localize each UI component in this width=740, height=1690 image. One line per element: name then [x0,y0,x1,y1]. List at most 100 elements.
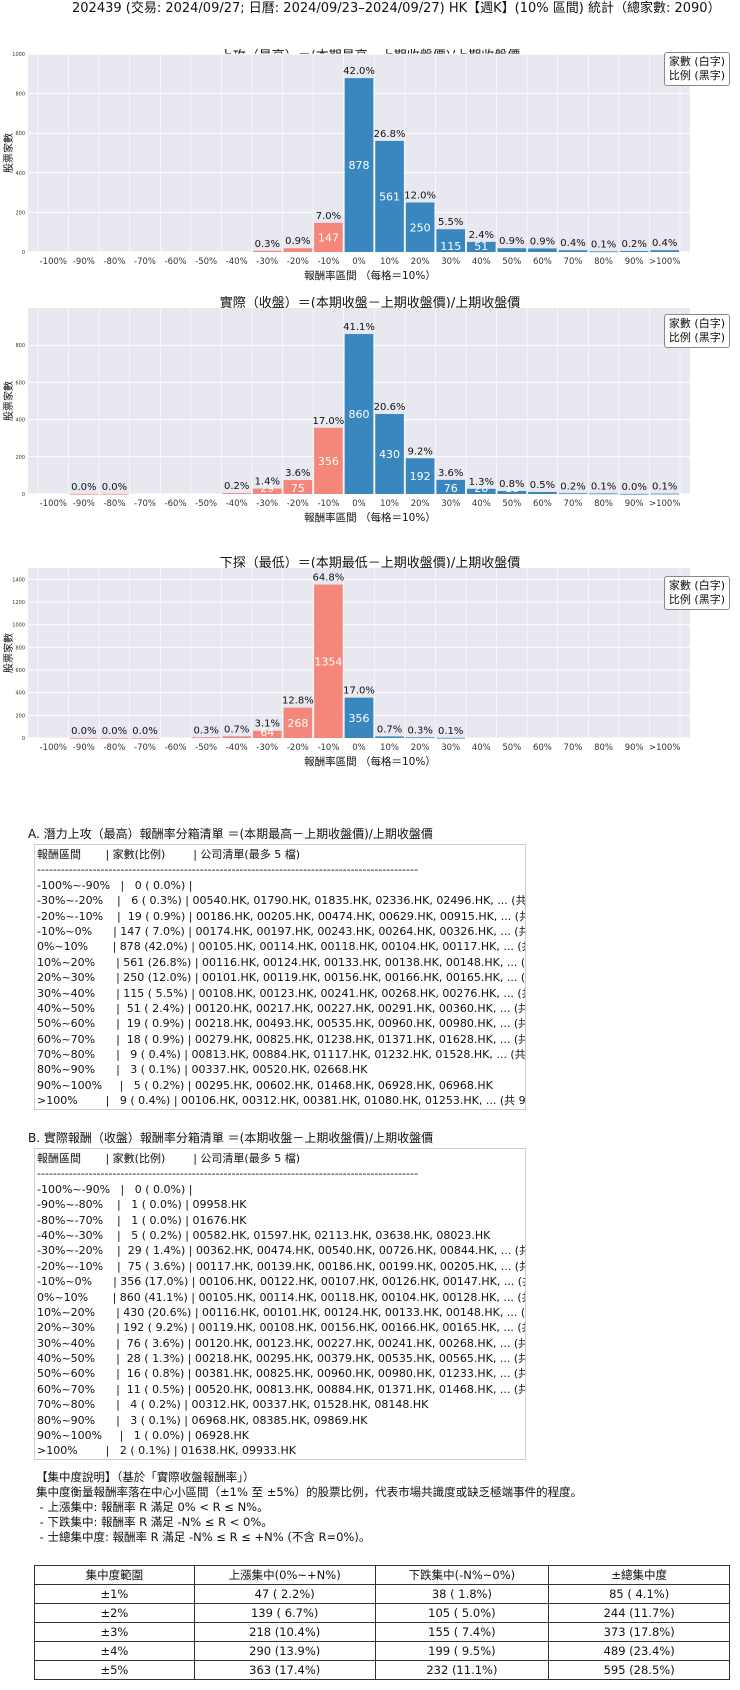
y-axis-label: 股票家數 [2,133,15,173]
list-item: 70%~80% | 4 ( 0.2%) | 00312.HK, 00337.HK… [37,1398,429,1412]
x-tick-label: 70% [564,257,583,267]
chart-low-svg: 下探（最低）＝(本期最低－上期收盤價)/上期收盤價 0 200 400 600 800 10… [2,556,690,768]
x-tick-label: -70% [134,257,156,267]
list-item: -10%~0% | 147 ( 7.0%) | 00174.HK, 00197.… [37,924,526,938]
x-tick-label: 40% [472,499,491,509]
bar [619,493,649,495]
bar-count-label: 430 [379,448,400,461]
x-tick-label: 20% [411,257,430,267]
list-item: 30%~40% | 76 ( 3.6%) | 00120.HK, 00123.H… [37,1336,526,1350]
x-tick-label: 90% [625,743,644,753]
x-tick-label: -80% [103,743,125,753]
legend-pct-label: 比例 (黑字) [668,69,725,82]
bar [436,479,465,494]
table-cell: 47 ( 2.2%) [193,1584,376,1604]
list-item: 10%~20% | 561 (26.8%) | 00116.HK, 00124.… [37,955,526,969]
table-cell: 595 (28.5%) [548,1660,730,1680]
x-tick-label: -100% [40,743,67,753]
x-tick-label: -20% [287,499,309,509]
bar-pct-label: 0.1% [591,239,616,250]
list-item: 20%~30% | 192 ( 9.2%) | 00119.HK, 00108.… [37,1321,526,1335]
y-tick-label: 0 [22,736,25,742]
chart-low: 下探（最低）＝(本期最低－上期收盤價)/上期收盤價 0 200 400 600 800 10… [0,554,740,824]
x-tick-label: -60% [165,257,187,267]
y-tick-label: 400 [15,418,25,424]
bar [558,250,588,252]
list-item: -10%~0% | 356 (17.0%) | 00106.HK, 00122.… [37,1275,526,1289]
concentration-bullet: - 士總集中度: 報酬率 R 滿足 -N% ≤ R ≤ +N% (不含 R=0%… [36,1530,371,1544]
bar-pct-label: 0.9% [499,236,524,247]
list-item: 0%~10% | 860 (41.1%) | 00105.HK, 00114.H… [37,1290,526,1304]
list-item: -100%~-90% | 0 ( 0.0%) | [37,1182,193,1196]
y-tick-label: 1000 [12,52,25,58]
table-header-cell: 集中度範圍 [34,1565,195,1585]
bar [344,334,374,494]
table-cell: 38 ( 1.8%) [374,1584,550,1604]
bar-count-label: 76 [444,482,458,495]
list-b-heading: B. 實際報酬（收盤）報酬率分箱清單 ＝(本期收盤－上期收盤價)/上期收盤價 [28,1131,434,1145]
legend-count-label: 家數 (白字) [668,55,725,68]
bar [405,737,435,739]
concentration-table: 集中度範圍 上漲集中(0%~+N%) 下跌集中(-N%~0%) ±總集中度 ±1… [34,1565,730,1680]
bar-pct-label: 0.9% [285,236,310,247]
bar-pct-label: 3.6% [438,468,463,479]
x-tick-label: -30% [256,257,278,267]
list-b-header: 報酬區間 | 家數(比例) | 公司清單(最多 5 檔) [37,1152,301,1165]
bar [283,248,313,252]
bar [222,493,251,494]
bar [191,737,221,739]
list-item: 50%~60% | 19 ( 0.9%) | 00218.HK, 00493.H… [37,1017,526,1031]
bar [253,488,282,494]
bar-count-label: 29 [260,482,274,495]
list-item: 30%~40% | 115 ( 5.5%) | 00108.HK, 00123.… [37,986,526,1000]
list-item: >100% | 2 ( 0.1%) | 01638.HK, 09933.HK [37,1444,296,1458]
bar [650,250,679,252]
table-header-row: 集中度範圍 上漲集中(0%~+N%) 下跌集中(-N%~0%) ±總集中度 [34,1565,730,1585]
y-tick-label: 1200 [12,600,25,606]
table-cell: 199 ( 9.5%) [374,1641,550,1661]
x-tick-label: 70% [564,499,583,509]
x-tick-label: -10% [317,743,339,753]
bar-pct-label: 12.0% [404,191,436,202]
bar [375,736,404,738]
bar-pct-label: 0.1% [591,481,616,492]
list-a-box: 報酬區間 | 家數(比例) | 公司清單(最多 5 檔) -----------… [34,844,526,1110]
table-cell: 155 ( 7.4%) [374,1622,550,1642]
concentration-heading: 【集中度說明】（基於「實際收盤報酬率」） [36,1470,255,1484]
x-tick-label: -40% [226,499,248,509]
bar [253,250,282,252]
x-tick-label: 20% [411,743,430,753]
bar [253,730,282,738]
x-tick-label: 70% [564,743,583,753]
bar-count-label: 250 [410,221,431,234]
bar-count-label: 878 [349,159,370,172]
legend-box: 家數 (白字) 比例 (黑字) [663,576,730,610]
table-cell: 105 ( 5.0%) [374,1603,550,1623]
table-row: ±5% 363 (17.4%) 232 (11.1%) 595 (28.5%) [34,1660,730,1680]
y-tick-label: 0 [22,250,25,256]
bar-pct-label: 0.3% [193,725,218,736]
concentration-bullet: - 上漲集中: 報酬率 R 滿足 0% < R ≤ N%。 [36,1500,269,1514]
x-tick-label: -100% [40,257,67,267]
list-item: 50%~60% | 16 ( 0.8%) | 00381.HK, 00825.H… [37,1367,526,1381]
bar [314,584,343,738]
list-item: -100%~-90% | 0 ( 0.0%) | [37,878,193,892]
bar-pct-label: 17.0% [313,416,345,427]
x-tick-label: -50% [195,743,217,753]
bar-count-label: 356 [318,455,339,468]
table-cell: ±3% [34,1622,195,1642]
x-tick-label: 0% [352,499,366,509]
x-tick-label: 50% [502,257,521,267]
bar [375,140,404,252]
bar [69,493,99,495]
x-axis-label: 報酬率區間 （每格＝10%） [304,755,436,768]
bar-count-label: 147 [318,231,339,244]
bar [528,248,557,252]
list-item: -30%~-20% | 6 ( 0.3%) | 00540.HK, 01790.… [37,894,526,908]
bar-count-label: 28 [474,482,488,495]
x-tick-label: 10% [380,257,399,267]
list-b-box: 報酬區間 | 家數(比例) | 公司清單(最多 5 檔) -----------… [34,1148,526,1460]
legend-count-label: 家數 (白字) [668,317,725,330]
table-row: ±4% 290 (13.9%) 199 ( 9.5%) 489 (23.4%) [34,1641,730,1661]
table-cell: 218 (10.4%) [193,1622,376,1642]
